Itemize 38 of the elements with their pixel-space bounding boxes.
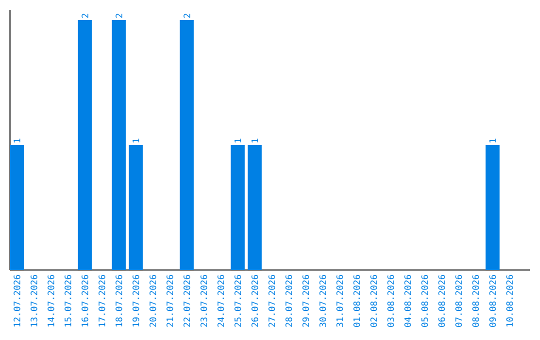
x-tick-label: 23.07.2026	[200, 275, 208, 327]
x-tick-label: 20.07.2026	[150, 275, 156, 327]
x-tick-label: 30.07.2026	[319, 275, 326, 327]
x-tick-label: 29.07.2026	[302, 275, 310, 327]
data-label: 1	[14, 138, 20, 142]
x-tick-label: 19.07.2026	[132, 275, 140, 326]
data-label: 1	[132, 138, 140, 142]
x-tick-label: 24.07.2026	[218, 275, 224, 327]
x-tick-label: 10.08.2026	[506, 275, 513, 326]
data-label: 1	[234, 138, 242, 142]
x-tick-label: 04.08.2026	[404, 275, 412, 327]
x-tick-label: 08.08.2026	[472, 275, 479, 327]
x-tick-label: 27.07.2026	[268, 275, 276, 327]
data-label: 1	[252, 138, 258, 142]
x-tick-label: 18.07.2026	[116, 275, 122, 326]
x-tick-label: 17.07.2026	[98, 275, 106, 326]
data-label: 2	[184, 14, 190, 18]
x-tick-label: 21.07.2026	[166, 275, 174, 327]
x-tick-label: 31.07.2026	[336, 275, 344, 327]
x-tick-label: 09.08.2026	[489, 275, 496, 327]
data-label: 1	[489, 138, 496, 142]
x-tick-label: 12.07.2026	[14, 275, 20, 326]
x-tick-label: 15.07.2026	[64, 275, 72, 326]
x-tick-label: 22.07.2026	[184, 275, 190, 327]
data-label: 2	[116, 14, 122, 18]
data-label: 2	[82, 14, 88, 18]
x-tick-label: 01.08.2026	[353, 275, 360, 327]
x-tick-label: 26.07.2026	[251, 275, 258, 327]
x-tick-label: 02.08.2026	[370, 275, 378, 327]
x-tick-label: 16.07.2026	[82, 275, 88, 326]
x-tick-label: 13.07.2026	[30, 275, 38, 326]
x-tick-label: 25.07.2026	[234, 275, 242, 327]
x-tick-label: 14.07.2026	[48, 275, 54, 326]
x-tick-label: 28.07.2026	[285, 275, 292, 327]
x-tick-label: 07.08.2026	[455, 275, 462, 327]
x-tick-label: 05.08.2026	[421, 275, 428, 327]
x-tick-label: 03.08.2026	[387, 275, 394, 327]
x-tick-label: 06.08.2026	[438, 275, 445, 327]
